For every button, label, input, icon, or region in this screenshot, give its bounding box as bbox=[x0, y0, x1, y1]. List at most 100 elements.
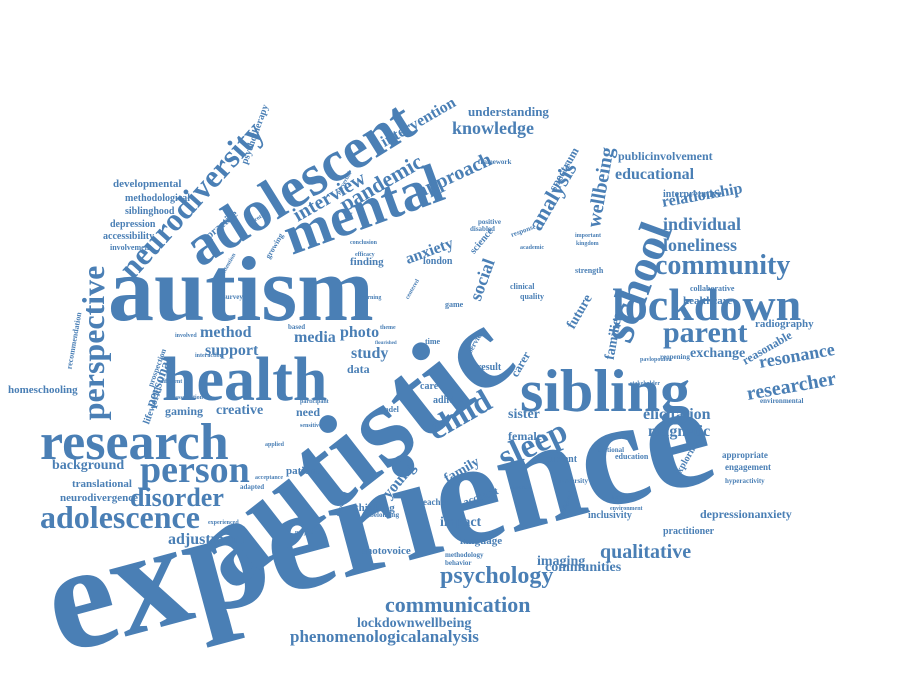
word-association: association bbox=[175, 395, 204, 402]
word-academic: academic bbox=[520, 245, 544, 252]
word-research: research bbox=[40, 414, 229, 472]
word-healthcare: healthcare bbox=[683, 294, 733, 307]
word-neurodivergence: neurodivergence bbox=[60, 491, 139, 504]
word-efficacy: efficacy bbox=[355, 252, 375, 259]
word-lockdown: lockdown bbox=[612, 279, 802, 331]
word-impact: impact bbox=[440, 514, 482, 530]
word-education: education bbox=[615, 452, 649, 462]
word-reopening: reopening bbox=[660, 353, 690, 362]
word-individual: individual bbox=[663, 214, 742, 235]
word-current: current bbox=[545, 453, 578, 465]
word-future: future bbox=[564, 291, 596, 332]
word-psychology: psychology bbox=[440, 563, 554, 590]
word-publicinvolvement: publicinvolvement bbox=[618, 149, 713, 164]
word-behavior: behavior bbox=[445, 559, 472, 568]
word-disabled: disabled bbox=[470, 225, 495, 234]
word-sensitive: sensitive bbox=[300, 423, 322, 430]
word-quality: quality bbox=[520, 292, 545, 302]
word-finding: finding bbox=[350, 255, 384, 268]
word-model: model bbox=[378, 405, 399, 415]
word-photovoice: photovoice bbox=[360, 544, 411, 557]
word-disturbance: disturbance bbox=[610, 495, 641, 502]
word-inclusivity: inclusivity bbox=[588, 509, 632, 521]
word-depression: depression bbox=[110, 218, 156, 230]
word-london: london bbox=[423, 255, 453, 267]
word-community: community bbox=[655, 250, 791, 282]
word-translational: translational bbox=[72, 477, 132, 490]
word-methodological: methodological bbox=[125, 192, 190, 204]
word-siblinghood: siblinghood bbox=[125, 205, 175, 217]
word-patient: patient bbox=[286, 464, 319, 477]
word-adolescence: adolescence bbox=[40, 498, 200, 535]
word-elicitation: elicitation bbox=[643, 405, 711, 423]
word-sibling: sibling bbox=[520, 357, 691, 424]
word-gaming: gaming bbox=[165, 404, 204, 419]
word-participant: participant bbox=[300, 399, 329, 406]
word-thinking: thinking bbox=[355, 501, 395, 514]
word-clinical: clinical bbox=[510, 282, 535, 292]
word-language: language bbox=[460, 534, 503, 547]
word-time: time bbox=[425, 337, 441, 347]
word-involvement: involvement bbox=[110, 243, 152, 253]
word-exchange: exchange bbox=[690, 345, 746, 361]
word-accessibility: accessibility bbox=[103, 230, 155, 242]
word-learning: learning bbox=[360, 295, 382, 302]
word-radiography: radiography bbox=[755, 317, 814, 330]
word-different: different bbox=[160, 379, 183, 386]
word-project: project bbox=[295, 530, 314, 537]
word-health: health bbox=[162, 346, 328, 415]
word-methodology: methodology bbox=[445, 551, 484, 560]
word-perspective: perspective bbox=[74, 265, 111, 420]
word-background: background bbox=[52, 457, 125, 473]
word-phenomenologicalanalysis: phenomenologicalanalysis bbox=[290, 627, 479, 647]
word-wellbeing: wellbeing bbox=[582, 145, 619, 229]
word-adjustment: adjustment bbox=[168, 530, 246, 548]
word-theme: theme bbox=[380, 325, 396, 332]
word-female: female bbox=[508, 429, 542, 444]
word-qualitative: qualitative bbox=[600, 540, 692, 563]
word-conclusion: conclusion bbox=[350, 240, 378, 247]
word-magnetic: magnetic bbox=[648, 422, 711, 440]
word-educational: educational bbox=[615, 165, 695, 183]
word-involved: involved bbox=[175, 333, 197, 340]
word-response: response bbox=[509, 222, 537, 240]
word-media: media bbox=[294, 328, 336, 346]
word-imaging: imaging bbox=[537, 553, 586, 569]
word-environmental: environmental bbox=[760, 397, 804, 406]
word-collaborative: collaborative bbox=[690, 284, 735, 294]
word-autism: autism bbox=[108, 237, 374, 340]
word-centered: centered bbox=[404, 278, 421, 301]
word-homeschooling: homeschooling bbox=[8, 383, 78, 396]
word-strength: strength bbox=[575, 266, 604, 276]
word-support: support bbox=[205, 341, 259, 359]
word-adhd: adhd bbox=[433, 394, 455, 406]
word-communication: communication bbox=[385, 591, 531, 617]
word-result: result bbox=[477, 361, 502, 373]
word-framework: framework bbox=[478, 158, 512, 167]
word-depressionanxiety: depressionanxiety bbox=[700, 507, 792, 522]
word-teacher: teacher bbox=[420, 496, 449, 507]
word-flourished: flourished bbox=[375, 340, 397, 346]
word-loneliness: loneliness bbox=[663, 235, 738, 256]
word-hyperactivity: hyperactivity bbox=[725, 477, 765, 486]
word-engagement: engagement bbox=[725, 461, 771, 472]
word-data: data bbox=[347, 362, 370, 377]
word-photo: photo bbox=[340, 323, 380, 341]
word-care: care bbox=[420, 380, 439, 392]
word-method: method bbox=[200, 323, 252, 341]
word-adapted: adapted bbox=[240, 483, 265, 492]
word-need: need bbox=[296, 405, 320, 420]
word-university: university bbox=[558, 477, 588, 486]
word-developmental: developmental bbox=[113, 177, 182, 190]
word-interpretative: interpretative bbox=[663, 188, 722, 200]
word-game: game bbox=[445, 300, 464, 310]
word-positive: positive bbox=[478, 218, 501, 227]
word-sectional: sectional bbox=[598, 446, 625, 455]
word-interaction: interaction bbox=[195, 353, 223, 360]
word-parent: parent bbox=[663, 316, 748, 350]
word-condition: condition bbox=[510, 485, 531, 491]
word-creative: creative bbox=[216, 402, 264, 418]
word-understanding: understanding bbox=[468, 104, 549, 120]
word-sister: sister bbox=[508, 406, 540, 422]
